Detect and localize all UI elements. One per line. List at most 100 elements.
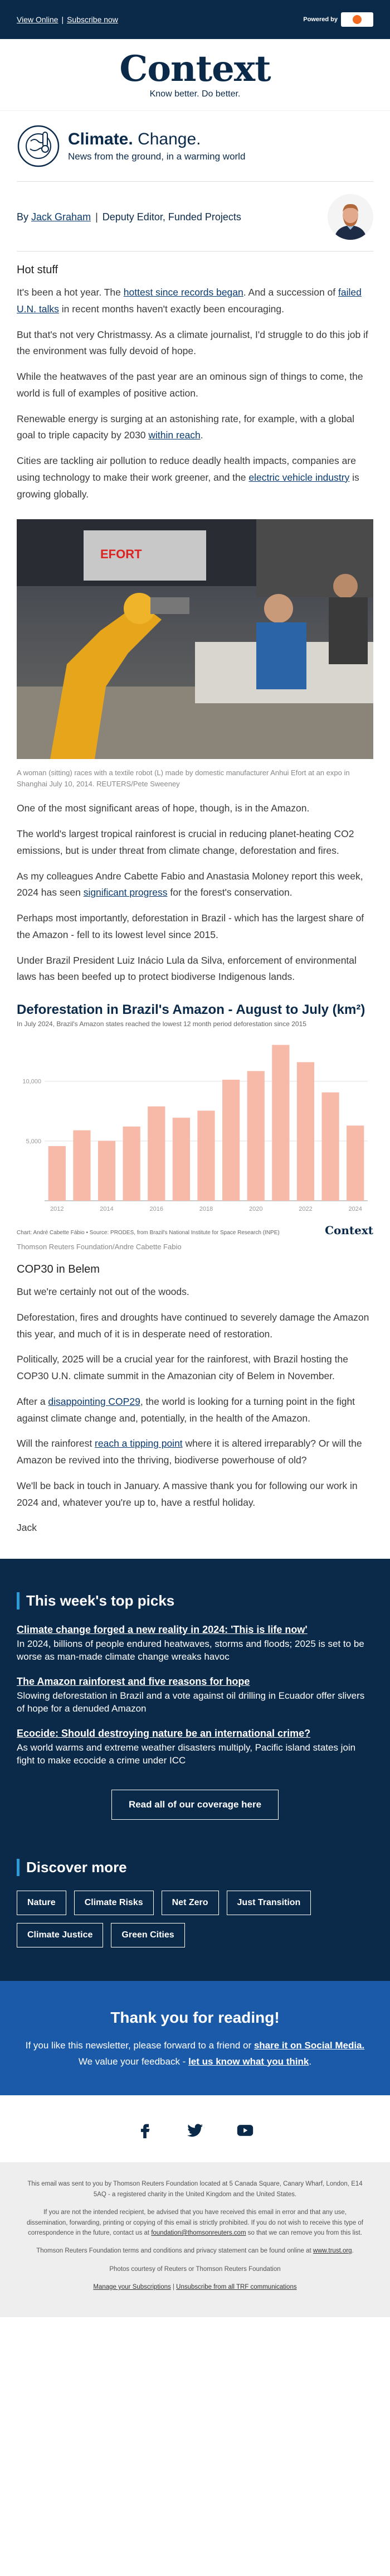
- text: .: [352, 2248, 354, 2255]
- pick-item: The Amazon rainforest and five reasons f…: [17, 1676, 373, 1715]
- view-online-link[interactable]: View Online: [17, 15, 58, 24]
- masthead: Context Know better. Do better.: [0, 39, 390, 111]
- topic-chip-green-cities[interactable]: Green Cities: [111, 1922, 185, 1947]
- byline: By Jack Graham | Deputy Editor, Funded Pro…: [17, 182, 373, 252]
- text: . And a succession of: [243, 287, 339, 298]
- byline-separator: |: [95, 211, 98, 223]
- facebook-icon[interactable]: [135, 2121, 154, 2140]
- topic-chip-just-transition[interactable]: Just Transition: [226, 1890, 311, 1915]
- text: If you are not the intended recipient, b…: [26, 2209, 364, 2236]
- topic-chip-climate-risks[interactable]: Climate Risks: [74, 1890, 154, 1915]
- title-bold: Climate.: [68, 130, 133, 148]
- pick-headline-link[interactable]: The Amazon rainforest and five reasons f…: [17, 1675, 250, 1687]
- chart-title: Deforestation in Brazil's Amazon - Augus…: [17, 1002, 365, 1017]
- text: It's been a hot year. The: [17, 287, 124, 298]
- thanks-section: Thank you for reading! If you like this …: [0, 1980, 390, 2096]
- bar-2014: [98, 1140, 116, 1201]
- powered-by: Powered by: [303, 12, 373, 27]
- trust-org-link[interactable]: www.trust.org: [313, 2248, 352, 2255]
- trf-logo-icon[interactable]: [341, 12, 373, 27]
- paragraph: Will the rainforest reach a tipping poin…: [17, 1436, 373, 1469]
- significant-progress-link[interactable]: significant progress: [83, 887, 168, 898]
- paragraph: Perhaps most importantly, deforestation …: [17, 912, 364, 940]
- chart-credit: Thomson Reuters Foundation/Andre Cabette…: [17, 1243, 182, 1251]
- pick-headline-link[interactable]: Climate change forged a new reality in 2…: [17, 1624, 308, 1635]
- paragraph: But that's not very Christmassy. As a cl…: [17, 328, 368, 357]
- text: Will the rainforest: [17, 1438, 95, 1449]
- manage-subscriptions-link[interactable]: Manage your Subscriptions: [93, 2284, 171, 2291]
- pick-headline-link[interactable]: Ecocide: Should destroying nature be an …: [17, 1727, 311, 1739]
- title-light: Change.: [138, 130, 201, 148]
- text: We value your feedback -: [78, 2056, 189, 2067]
- byline-text: By Jack Graham | Deputy Editor, Funded Pro…: [17, 211, 241, 223]
- footer-separator: |: [172, 2284, 174, 2291]
- newsletter-title: Climate. Change.: [68, 130, 245, 149]
- failed-talks-link[interactable]: failed U.N. talks: [17, 287, 362, 315]
- share-social-link[interactable]: share it on Social Media.: [254, 2039, 365, 2051]
- paragraph: Deforestation, fires and droughts have c…: [17, 1311, 369, 1340]
- paragraph: After a disappointing COP29, the world i…: [17, 1394, 373, 1427]
- context-logo[interactable]: Context: [119, 48, 271, 90]
- chart-context-logo: Context: [325, 1224, 373, 1237]
- twitter-icon[interactable]: [186, 2121, 204, 2140]
- footer: This email was sent to you by Thomson Re…: [0, 2162, 390, 2317]
- tipping-point-link[interactable]: reach a tipping point: [95, 1438, 183, 1449]
- text: for the forest's conservation.: [167, 887, 292, 898]
- text: If you like this newsletter, please forw…: [25, 2039, 254, 2051]
- paragraph: As my colleagues Andre Cabette Fabio and…: [17, 868, 373, 902]
- text: .: [309, 2056, 312, 2067]
- footer-disclaimer: If you are not the intended recipient, b…: [22, 2207, 368, 2238]
- section-heading-cop30: COP30 in Belem: [17, 1263, 100, 1275]
- topic-chips: Nature Climate Risks Net Zero Just Trans…: [17, 1890, 373, 1947]
- paragraph: Cities are tackling air pollution to red…: [17, 453, 373, 502]
- x-tick-label: 2022: [299, 1206, 312, 1212]
- x-tick-label: 2012: [50, 1206, 64, 1212]
- chart-source: Chart: André Cabette Fábio • Source: PRO…: [17, 1230, 280, 1236]
- efort-sign: EFORT: [100, 547, 142, 561]
- bar-2020: [247, 1071, 265, 1201]
- x-tick-label: 2016: [150, 1206, 163, 1212]
- topbar-links: View Online | Subscribe now: [17, 15, 118, 24]
- bar-2019: [222, 1079, 240, 1201]
- paragraph: Politically, 2025 will be a crucial year…: [17, 1354, 348, 1381]
- powered-by-label: Powered by: [303, 16, 338, 23]
- social-links: [0, 2095, 390, 2163]
- text: Cities are tackling air pollution to red…: [17, 455, 356, 483]
- deforestation-chart: Deforestation in Brazil's Amazon - Augus…: [17, 1002, 373, 1237]
- text: is growing globally.: [17, 471, 359, 500]
- author-link[interactable]: Jack Graham: [31, 211, 91, 223]
- topic-chip-nature[interactable]: Nature: [17, 1890, 66, 1915]
- author-role: Deputy Editor, Funded Projects: [102, 211, 241, 223]
- bar-2017: [172, 1118, 190, 1201]
- youtube-icon[interactable]: [236, 2121, 255, 2140]
- foundation-email-link[interactable]: foundation@thomsonreuters.com: [151, 2229, 246, 2236]
- unsubscribe-link[interactable]: Unsubscribe from all TRF communications: [176, 2284, 297, 2291]
- read-all-coverage-button[interactable]: Read all of our coverage here: [111, 1789, 279, 1820]
- discover-title: Discover more: [17, 1858, 373, 1876]
- paragraph: We'll be back in touch in January. A mas…: [17, 1480, 358, 1508]
- paragraph: Renewable energy is surging at an astoni…: [17, 411, 373, 444]
- topic-chip-climate-justice[interactable]: Climate Justice: [17, 1922, 104, 1947]
- within-reach-link[interactable]: within reach: [148, 429, 201, 441]
- subscribe-link[interactable]: Subscribe now: [67, 15, 118, 24]
- author-avatar: [328, 194, 373, 240]
- text: , the world is looking for a turning poi…: [17, 1395, 355, 1424]
- text: After a: [17, 1395, 48, 1407]
- cop29-link[interactable]: disappointing COP29: [48, 1395, 140, 1407]
- bar-2018: [197, 1110, 215, 1201]
- text: in recent months haven't exactly been en…: [58, 303, 285, 315]
- feedback-link[interactable]: let us know what you think: [188, 2056, 309, 2067]
- masthead-tagline: Know better. Do better.: [149, 89, 241, 99]
- photo-caption: A woman (sitting) races with a textile r…: [17, 769, 350, 788]
- ev-industry-link[interactable]: electric vehicle industry: [248, 471, 350, 483]
- pick-description: Slowing deforestation in Brazil and a vo…: [17, 1690, 365, 1714]
- newsletter-header: Climate. Change. News from the ground, i…: [17, 111, 373, 182]
- topic-chip-net-zero[interactable]: Net Zero: [161, 1890, 219, 1915]
- x-tick-label: 2014: [100, 1206, 113, 1212]
- chart-plot: 5,000 10,000 2012 2014 2016 2018 2020 2022 2024: [22, 1045, 368, 1212]
- hottest-link[interactable]: hottest since records began: [123, 287, 243, 298]
- text: so that we can remove you from this list…: [246, 2229, 362, 2236]
- x-tick-label: 2018: [199, 1206, 213, 1212]
- chart-subtitle: In July 2024, Brazil's Amazon states rea…: [17, 1020, 306, 1028]
- text: As my colleagues Andre Cabette Fabio and…: [17, 870, 363, 898]
